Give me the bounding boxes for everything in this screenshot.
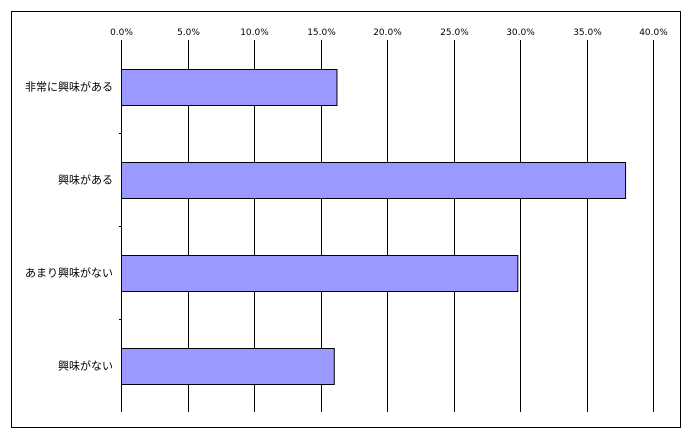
x-tick-label-2: 10.0% <box>240 28 269 38</box>
bar-4 <box>121 348 335 385</box>
x-tick-label-0: 0.0% <box>110 28 133 38</box>
x-tick-labels: 0.0% 5.0% 10.0% 15.0% 20.0% 25.0% 30.0% 35.0% 40… <box>110 28 668 38</box>
bar-1 <box>121 69 338 106</box>
bar-2 <box>121 162 627 199</box>
category-label-3: あまり興味がない <box>25 266 113 280</box>
bar-3 <box>121 255 519 292</box>
x-tick-label-7: 35.0% <box>573 28 602 38</box>
category-label-1: 非常に興味がある <box>25 80 113 94</box>
x-tick-label-3: 15.0% <box>307 28 336 38</box>
x-tick-label-6: 30.0% <box>506 28 535 38</box>
x-tick-label-1: 5.0% <box>177 28 200 38</box>
x-tick-label-8: 40.0% <box>639 28 668 38</box>
x-tick-label-4: 20.0% <box>373 28 402 38</box>
category-label-2: 興味がある <box>58 173 113 187</box>
category-label-4: 興味がない <box>58 359 113 373</box>
x-tick-label-5: 25.0% <box>440 28 469 38</box>
